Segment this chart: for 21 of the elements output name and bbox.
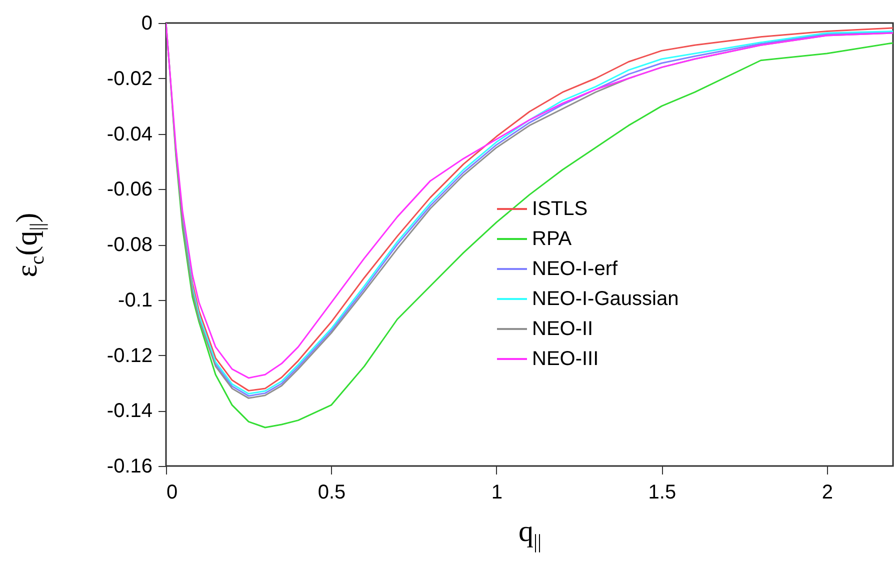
x-tick-label: 2 (822, 482, 833, 504)
legend-label: ISTLS (532, 198, 588, 220)
legend-label: NEO-I-Gaussian (532, 288, 679, 310)
x-tick-label: 0.5 (318, 482, 346, 504)
y-tick-label: -0.1 (118, 289, 152, 312)
y-tick-label: -0.08 (106, 234, 152, 256)
x-tick-label: 0 (166, 482, 178, 504)
legend-label: NEO-II (532, 318, 594, 340)
y-tick-label: -0.14 (106, 400, 152, 422)
legend-label: RPA (532, 228, 572, 250)
y-tick-label: 0 (141, 12, 152, 34)
x-tick-label: 1.5 (648, 482, 676, 504)
y-tick-label: -0.06 (106, 178, 152, 201)
x-tick-label: 1 (491, 482, 503, 504)
y-tick-label: -0.12 (106, 344, 152, 367)
y-tick-label: -0.04 (106, 123, 152, 146)
x-axis-title: q$_{||}$ (517, 515, 542, 554)
y-tick-label: -0.02 (106, 68, 152, 90)
y-tick-label: -0.16 (106, 456, 152, 478)
legend-label: NEO-I-erf (532, 258, 618, 280)
legend-label: NEO-III (532, 348, 599, 370)
